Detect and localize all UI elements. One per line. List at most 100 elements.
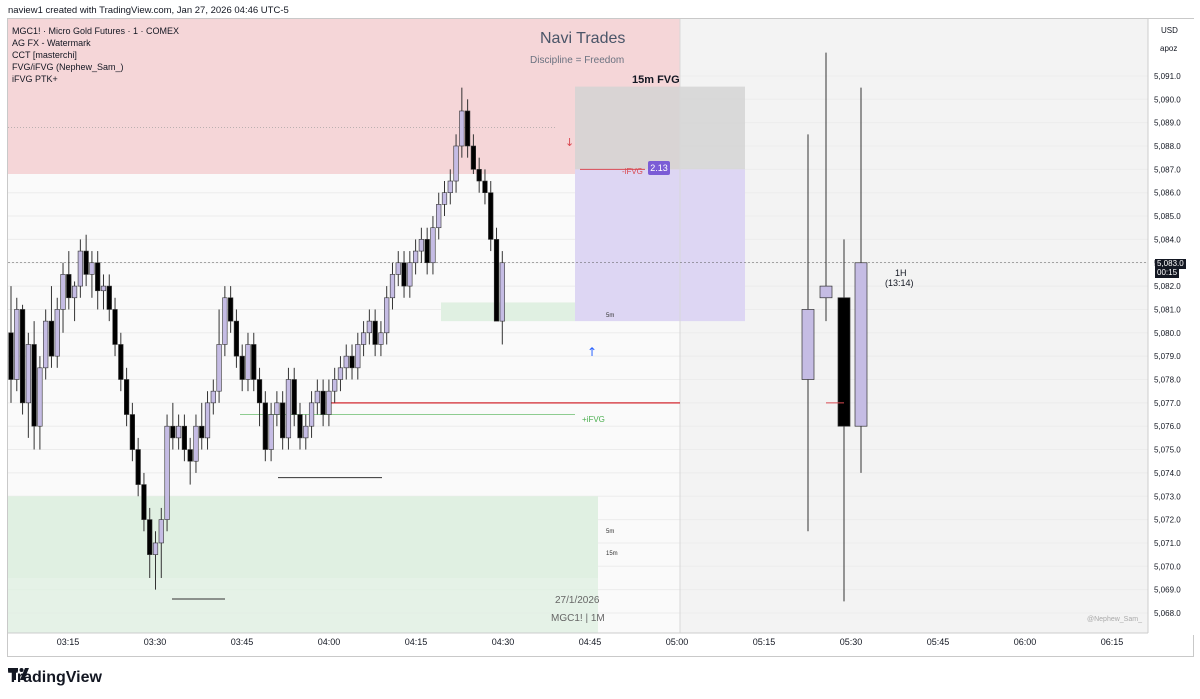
candle-body	[170, 425, 176, 439]
candle-body	[314, 390, 320, 404]
candle-body	[181, 425, 188, 450]
price-tick-label: 5,080.0	[1154, 329, 1181, 338]
tradingview-logo-icon	[8, 668, 29, 680]
candle-body	[470, 145, 477, 170]
candle-body	[89, 262, 95, 275]
candle-body	[164, 425, 170, 520]
candle-body	[66, 274, 72, 299]
time-tick-label: 04:15	[405, 637, 428, 647]
candle-body	[320, 390, 326, 415]
candle-body	[147, 519, 153, 555]
price-tick-label: 5,086.0	[1154, 189, 1181, 198]
candle-body	[476, 169, 482, 182]
candle-body	[268, 414, 274, 450]
indicator-cct[interactable]: CCT [masterchi]	[12, 50, 77, 60]
time-tick-label: 05:30	[840, 637, 863, 647]
price-tick-label: 5,072.0	[1154, 516, 1181, 525]
fvg-15m-zone-b	[8, 531, 598, 633]
target-zone	[575, 169, 745, 322]
chart-area[interactable]: ↓ ↑ 5,068.0 5,069.0 5,070.0 5,071.0 5,072.0 5,0…	[0, 17, 1200, 657]
rr-badge[interactable]: 2.13	[648, 161, 670, 175]
candle-body	[135, 449, 141, 485]
up-arrow-icon: ↑	[587, 345, 597, 359]
candle-body	[482, 180, 488, 193]
candle-body	[216, 344, 222, 392]
price-tick-label: 5,089.0	[1154, 119, 1181, 128]
bull-fvg-zone	[441, 302, 575, 322]
future-area	[680, 19, 1148, 633]
last-price-tag: 5,083.0	[1155, 259, 1186, 269]
htf-candle-body	[801, 309, 815, 380]
candle-body	[274, 402, 280, 415]
candle-body	[337, 367, 344, 380]
candle-body	[372, 320, 378, 345]
candle-body	[54, 309, 60, 357]
price-tick-label: 5,079.0	[1154, 352, 1181, 361]
candle-body	[441, 192, 448, 205]
price-tick-label: 5,074.0	[1154, 469, 1181, 478]
fvg-15m-label: 15m	[606, 551, 618, 557]
fvg-5m-label-b: 5m	[606, 529, 615, 535]
time-tick-label: 04:00	[318, 637, 341, 647]
candle-body	[8, 332, 14, 380]
candle-body	[349, 355, 355, 369]
fvg-15m-zone	[575, 86, 745, 170]
indicator-ifvg[interactable]: iFVG PTK+	[12, 74, 58, 84]
candle-body	[418, 239, 424, 252]
candle-body	[106, 285, 112, 310]
fvg15-label: 15m FVG	[632, 74, 680, 86]
fvg-5m-label-a: 5m	[606, 313, 615, 319]
candle-body	[233, 320, 240, 357]
time-tick-label: 05:45	[927, 637, 950, 647]
htf-label: 1H	[895, 268, 907, 278]
indicator-watermark[interactable]: AG FX - Watermark	[12, 38, 91, 48]
candle-body	[499, 262, 505, 322]
candle-body	[384, 297, 390, 334]
currency-label[interactable]: USD	[1161, 26, 1178, 35]
candle-body	[308, 402, 315, 427]
candle-body	[297, 414, 303, 439]
indicator-symbol[interactable]: MGC1! · Micro Gold Futures · 1 · COMEX	[12, 26, 180, 36]
tradingview-footer[interactable]: TradingView	[8, 667, 102, 689]
premium-zone	[8, 19, 680, 175]
candle-body	[60, 274, 66, 310]
indicator-fvg[interactable]: FVG/iFVG (Nephew_Sam_)	[12, 62, 124, 72]
candle-body	[262, 402, 268, 450]
time-tick-label: 04:30	[492, 637, 515, 647]
candle-body	[436, 204, 442, 229]
price-tick-label: 5,081.0	[1154, 305, 1181, 314]
candle-body	[95, 262, 101, 292]
htf-timer: (13:14)	[885, 278, 914, 288]
candle-body	[152, 542, 159, 555]
candle-body	[204, 402, 211, 439]
candle-body	[112, 309, 118, 345]
candle-body	[31, 344, 37, 427]
candle-body	[100, 285, 107, 292]
candle-body	[71, 285, 78, 299]
price-tick-label: 5,087.0	[1154, 165, 1181, 174]
watermark-title: Navi Trades	[540, 30, 626, 47]
candle-body	[251, 344, 257, 380]
candle-body	[355, 344, 361, 369]
candle-body	[360, 332, 367, 345]
candle-body	[447, 180, 453, 193]
candlestick-chart[interactable]: ↓ ↑ 5,068.0 5,069.0 5,070.0 5,071.0 5,072.0 5,0…	[0, 17, 1200, 657]
htf-candle-body	[837, 297, 851, 427]
candle-body	[326, 390, 332, 415]
candle-body	[459, 110, 465, 147]
candle-body	[118, 344, 124, 380]
countdown-tag: 00:15	[1155, 268, 1180, 278]
candle-body	[280, 402, 286, 439]
candle-body	[256, 379, 263, 404]
htf-candle-body	[819, 285, 833, 299]
candle-body	[158, 519, 164, 544]
candle-body	[245, 344, 251, 380]
price-tick-label: 5,070.0	[1154, 562, 1181, 571]
candle-body	[343, 355, 349, 369]
candle-body	[187, 449, 193, 462]
price-tick-label: 5,073.0	[1154, 492, 1181, 501]
time-tick-label: 04:45	[579, 637, 602, 647]
candle-body	[430, 227, 436, 264]
price-tick-label: 5,071.0	[1154, 539, 1181, 548]
candle-body	[77, 250, 83, 287]
